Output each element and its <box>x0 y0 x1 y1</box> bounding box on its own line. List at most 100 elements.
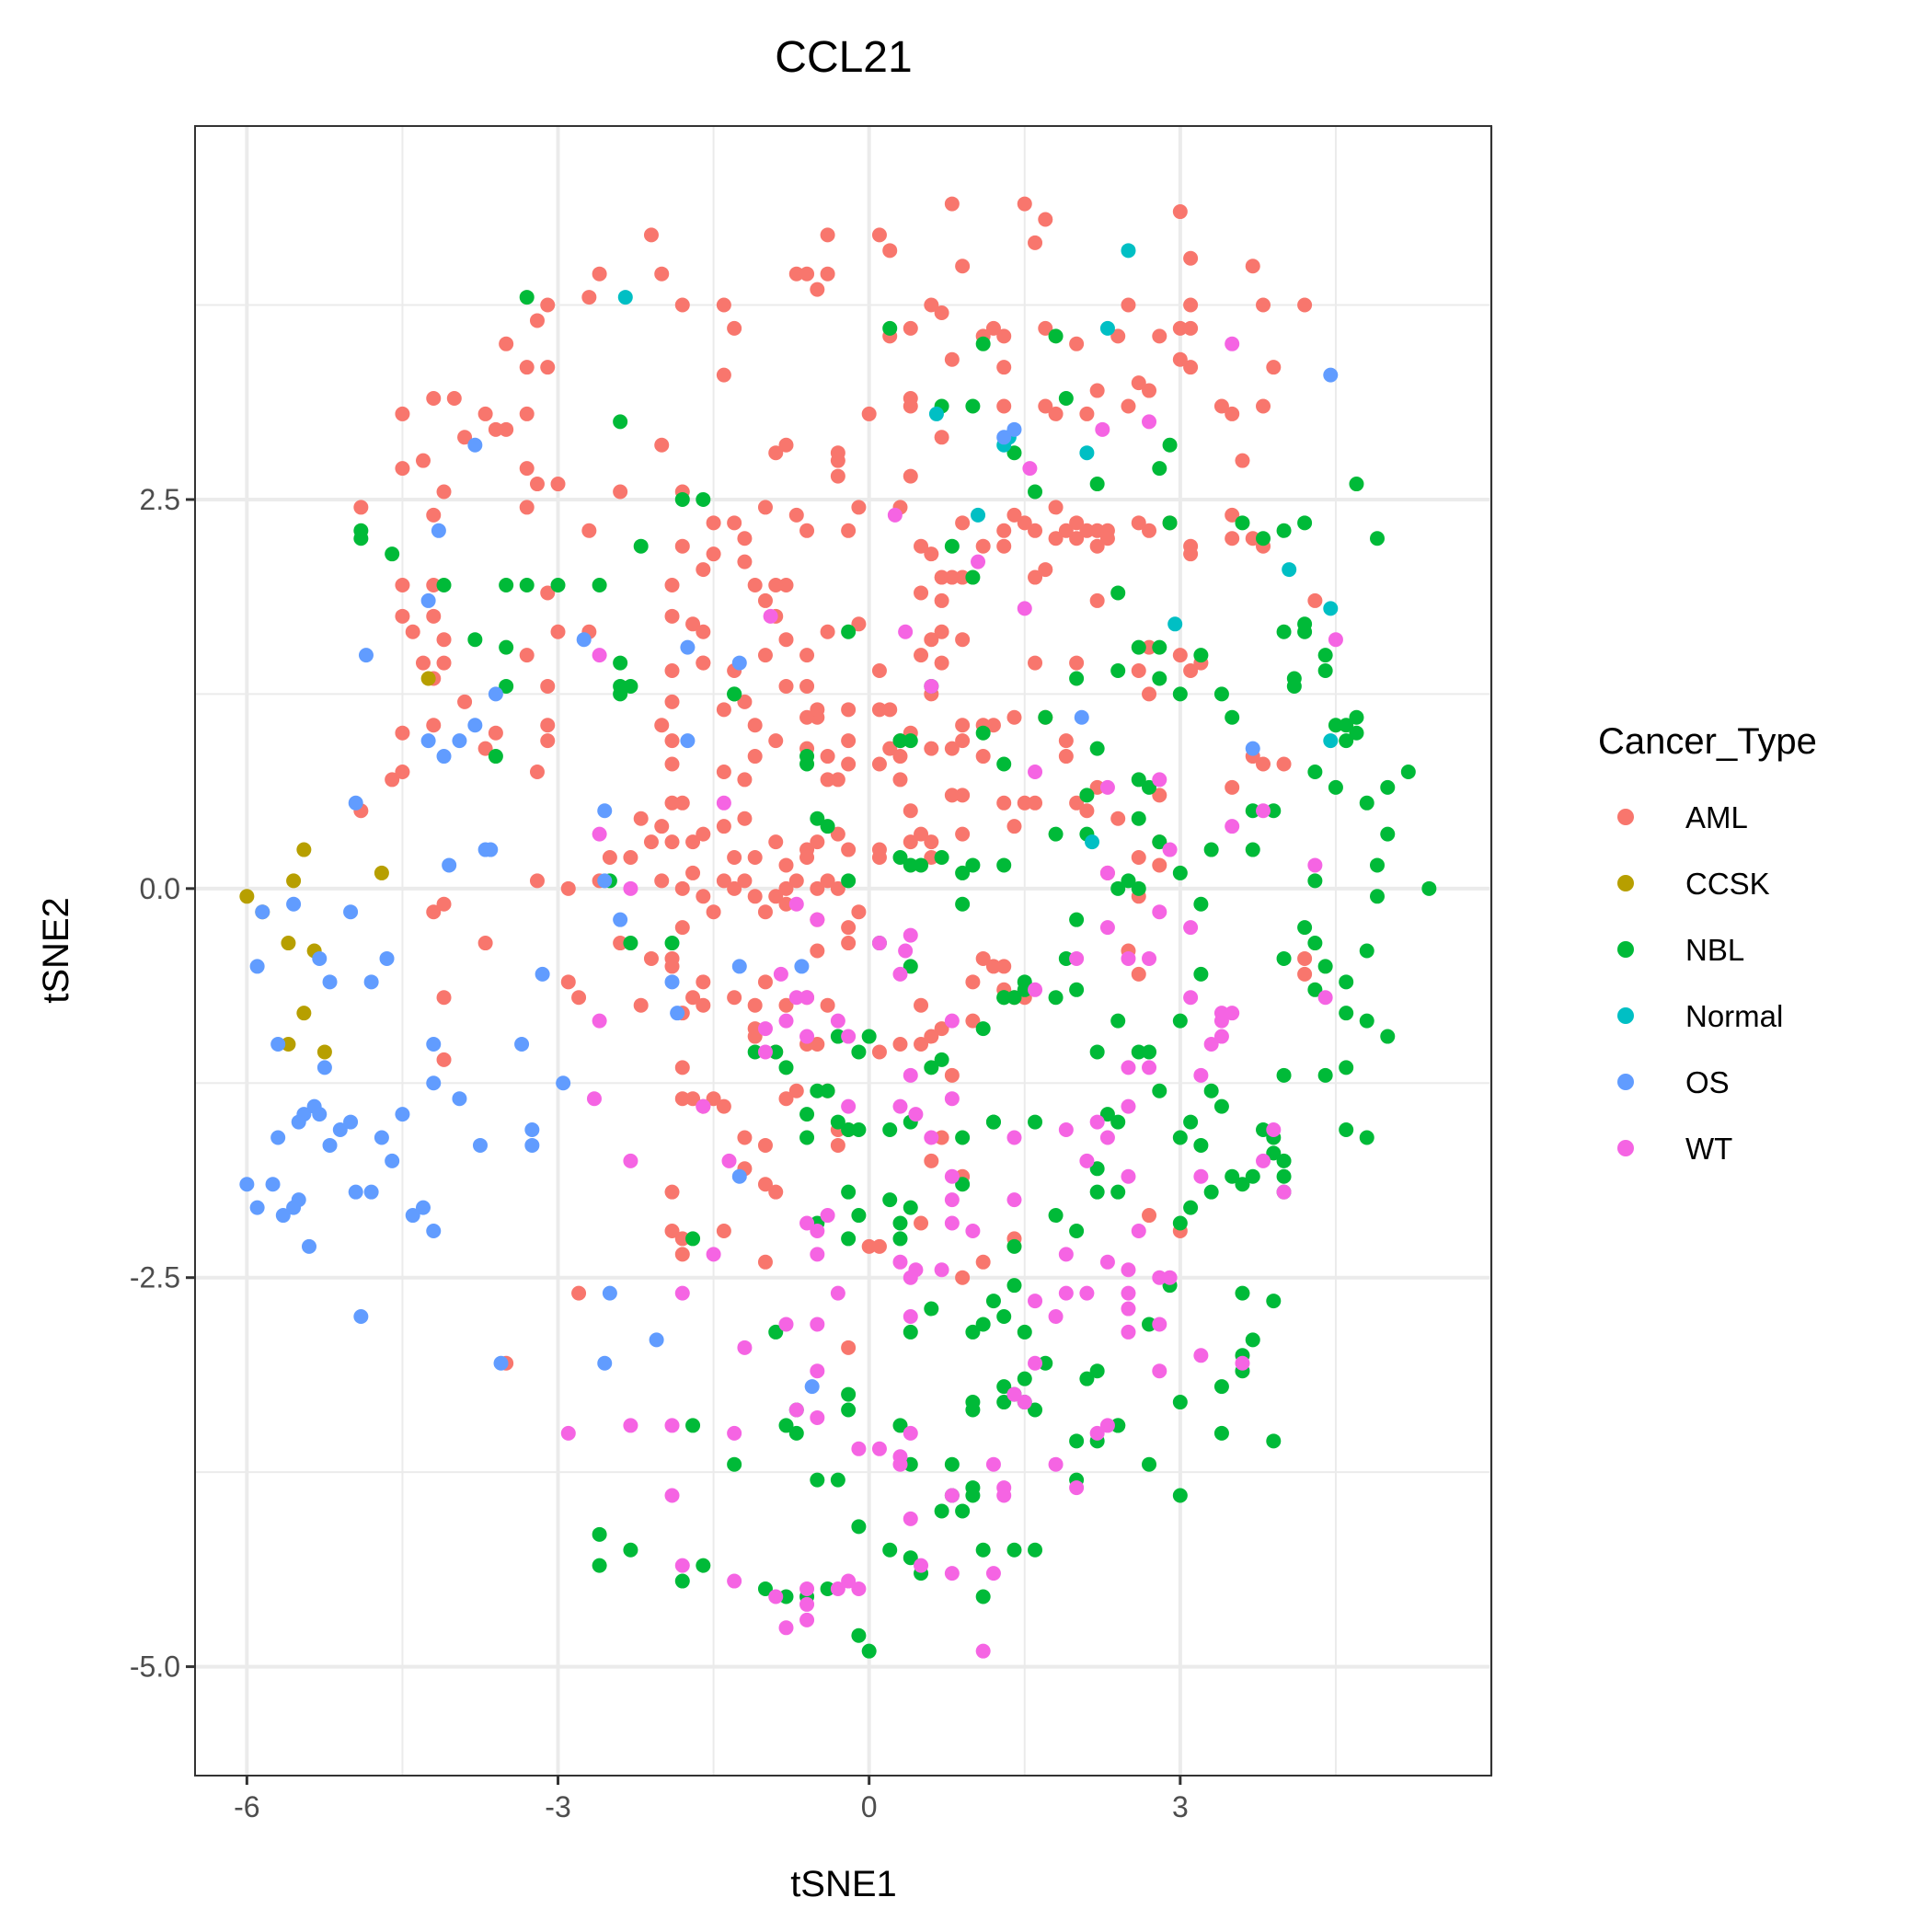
point-wt <box>830 1581 845 1597</box>
point-wt <box>1183 990 1199 1006</box>
point-wt <box>810 1247 825 1262</box>
point-aml <box>696 974 711 990</box>
legend-item-wt: WT <box>1617 1132 1732 1166</box>
point-os <box>296 1107 312 1122</box>
x-tick-label: 0 <box>861 1790 878 1823</box>
point-nbl <box>1131 811 1146 826</box>
point-aml <box>1245 259 1260 274</box>
point-aml <box>830 880 845 896</box>
point-ccsk <box>420 671 436 686</box>
point-aml <box>1225 406 1240 421</box>
point-nbl <box>841 1402 857 1418</box>
point-wt <box>851 1581 867 1597</box>
point-wt <box>830 1285 845 1301</box>
point-aml <box>903 320 918 336</box>
point-wt <box>924 1130 939 1145</box>
point-aml <box>540 360 556 375</box>
point-wt <box>1162 1270 1178 1285</box>
point-os <box>249 1200 265 1215</box>
point-nbl <box>903 1324 918 1340</box>
point-nbl <box>1328 718 1343 733</box>
point-os <box>374 1130 389 1145</box>
point-aml <box>757 904 773 920</box>
point-nbl <box>1370 857 1386 873</box>
point-nbl <box>385 546 400 562</box>
point-os <box>431 523 446 538</box>
point-wt <box>903 1067 918 1083</box>
point-aml <box>955 569 971 585</box>
point-aml <box>810 943 825 959</box>
legend-item-ccsk: CCSK <box>1617 867 1770 901</box>
point-nbl <box>613 655 628 671</box>
point-nbl <box>1339 974 1354 990</box>
point-nbl <box>1193 1137 1209 1153</box>
point-aml <box>643 834 659 850</box>
point-wt <box>820 1208 835 1224</box>
point-aml <box>747 997 763 1013</box>
point-aml <box>1089 538 1105 554</box>
point-nbl <box>965 1402 981 1418</box>
point-aml <box>944 1067 960 1083</box>
point-aml <box>696 562 711 578</box>
point-aml <box>778 678 794 694</box>
point-os <box>348 1184 363 1200</box>
point-nbl <box>1069 912 1085 927</box>
point-nbl <box>965 1324 981 1340</box>
point-os <box>275 1208 291 1224</box>
point-os <box>322 974 338 990</box>
point-wt <box>871 1441 887 1456</box>
point-wt <box>1089 1114 1105 1130</box>
point-aml <box>788 873 804 889</box>
point-nbl <box>1359 1130 1374 1145</box>
x-tick-label: 3 <box>1172 1790 1189 1823</box>
point-nbl <box>851 1122 867 1138</box>
minor-gridlines <box>195 126 1491 1776</box>
point-aml <box>1110 328 1126 344</box>
point-aml <box>778 577 794 592</box>
point-nbl <box>696 1558 711 1573</box>
point-os <box>483 842 499 857</box>
point-aml <box>1028 235 1043 250</box>
point-aml <box>519 648 535 663</box>
point-aml <box>436 632 452 648</box>
point-nbl <box>1006 1542 1022 1558</box>
point-nbl <box>934 850 949 866</box>
point-aml <box>768 834 784 850</box>
point-os <box>286 896 302 912</box>
point-wt <box>934 1262 949 1278</box>
point-aml <box>737 694 753 709</box>
point-aml <box>685 990 701 1006</box>
point-os <box>249 959 265 974</box>
point-nbl <box>841 873 857 889</box>
point-nbl <box>830 1114 845 1130</box>
point-nbl <box>1359 943 1374 959</box>
point-wt <box>944 1013 960 1029</box>
point-aml <box>996 398 1012 414</box>
point-nbl <box>519 577 535 592</box>
point-nbl <box>1110 1418 1126 1433</box>
point-os <box>804 1379 820 1395</box>
point-ccsk <box>296 842 312 857</box>
point-nbl <box>499 639 514 655</box>
point-nbl <box>924 1301 939 1317</box>
point-aml <box>996 360 1012 375</box>
point-nbl <box>996 1309 1012 1325</box>
point-aml <box>934 430 949 445</box>
point-wt <box>892 1449 908 1465</box>
point-os <box>420 592 436 608</box>
point-nbl <box>1266 1433 1282 1449</box>
point-aml <box>395 764 410 779</box>
point-aml <box>426 577 442 592</box>
point-aml <box>871 1044 887 1060</box>
point-wt <box>1121 1168 1136 1184</box>
point-wt <box>1152 1317 1167 1332</box>
point-nbl <box>1266 1294 1282 1309</box>
point-nbl <box>1225 1168 1240 1184</box>
point-aml <box>914 648 929 663</box>
point-nbl <box>1193 648 1209 663</box>
point-nbl <box>1069 1223 1085 1238</box>
point-nbl <box>1028 1402 1043 1418</box>
point-wt <box>778 1620 794 1636</box>
point-aml <box>757 1177 773 1192</box>
point-nbl <box>1131 880 1146 896</box>
